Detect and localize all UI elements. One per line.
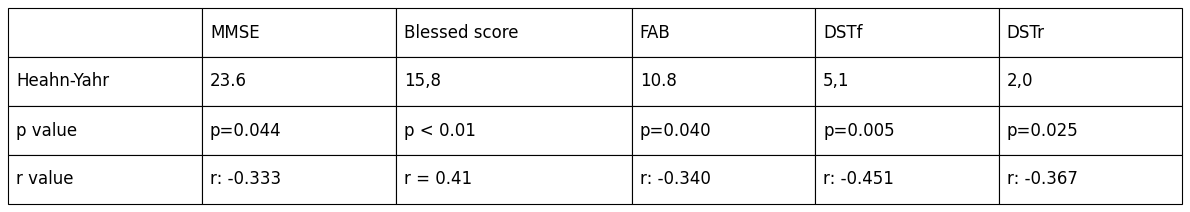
- Bar: [815, 155, 998, 204]
- Text: r = 0.41: r = 0.41: [403, 170, 472, 188]
- Text: 10.8: 10.8: [640, 73, 677, 91]
- Text: p=0.040: p=0.040: [640, 121, 712, 139]
- Text: r: -0.333: r: -0.333: [209, 170, 281, 188]
- Text: r value: r value: [15, 170, 74, 188]
- Bar: [815, 106, 998, 155]
- Bar: [998, 155, 1182, 204]
- Bar: [396, 57, 632, 106]
- Text: p=0.005: p=0.005: [823, 121, 895, 139]
- Bar: [632, 8, 815, 57]
- Bar: [632, 106, 815, 155]
- Text: r: -0.340: r: -0.340: [640, 170, 710, 188]
- Bar: [396, 106, 632, 155]
- Text: DSTf: DSTf: [823, 24, 863, 42]
- Text: 23.6: 23.6: [209, 73, 246, 91]
- Bar: [8, 155, 202, 204]
- Text: p value: p value: [15, 121, 77, 139]
- Bar: [632, 155, 815, 204]
- Bar: [998, 57, 1182, 106]
- Bar: [8, 57, 202, 106]
- Bar: [396, 8, 632, 57]
- Text: r: -0.451: r: -0.451: [823, 170, 894, 188]
- Bar: [8, 8, 202, 57]
- Bar: [202, 8, 396, 57]
- Text: Blessed score: Blessed score: [403, 24, 519, 42]
- Text: r: -0.367: r: -0.367: [1007, 170, 1077, 188]
- Bar: [202, 57, 396, 106]
- Text: p < 0.01: p < 0.01: [403, 121, 476, 139]
- Bar: [396, 155, 632, 204]
- Bar: [998, 8, 1182, 57]
- Text: 5,1: 5,1: [823, 73, 850, 91]
- Bar: [998, 106, 1182, 155]
- Bar: [632, 57, 815, 106]
- Text: MMSE: MMSE: [209, 24, 259, 42]
- Text: p=0.044: p=0.044: [209, 121, 282, 139]
- Bar: [202, 106, 396, 155]
- Bar: [8, 106, 202, 155]
- Bar: [815, 57, 998, 106]
- Text: 2,0: 2,0: [1007, 73, 1033, 91]
- Text: DSTr: DSTr: [1007, 24, 1045, 42]
- Bar: [815, 8, 998, 57]
- Text: p=0.025: p=0.025: [1007, 121, 1078, 139]
- Bar: [202, 155, 396, 204]
- Text: 15,8: 15,8: [403, 73, 440, 91]
- Text: Heahn-Yahr: Heahn-Yahr: [15, 73, 109, 91]
- Text: FAB: FAB: [640, 24, 670, 42]
